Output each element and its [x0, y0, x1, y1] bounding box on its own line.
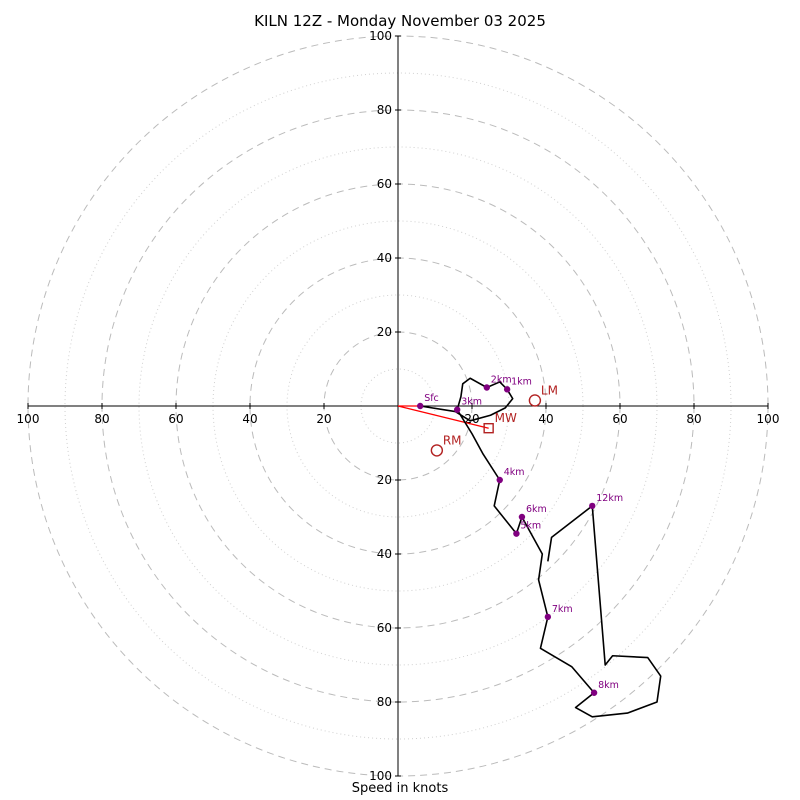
- altitude-label: 4km: [504, 467, 525, 478]
- axis-tick-label: 40: [377, 547, 392, 561]
- altitude-dot: [544, 613, 552, 621]
- altitude-dot: [513, 530, 520, 537]
- axis-tick-label: 40: [377, 251, 392, 265]
- altitude-label: Sfc: [424, 393, 439, 404]
- axis-tick-label: 20: [464, 412, 479, 426]
- x-axis-title: Speed in knots: [351, 781, 449, 796]
- altitude-dot: [503, 386, 511, 393]
- axis-tick-label: 60: [168, 412, 183, 426]
- storm-motion-line: [397, 405, 489, 429]
- altitude-dot: [518, 513, 526, 521]
- rm-marker: [430, 444, 444, 457]
- axis-tick-label: 20: [377, 325, 392, 339]
- axis-tick-label: 80: [686, 412, 701, 426]
- altitude-label: 3km: [461, 397, 482, 408]
- altitude-dot: [590, 689, 598, 696]
- axis-tick-label: 20: [377, 473, 392, 487]
- axis-tick-label: 100: [369, 769, 392, 783]
- axis-tick-label: 60: [377, 177, 392, 191]
- altitude-label: 2km: [491, 375, 512, 386]
- axis-tick-label: 100: [17, 412, 40, 426]
- altitude-label: 5km: [520, 521, 541, 532]
- axis-tick-label: 80: [377, 103, 392, 117]
- storm-marker-label: RM: [443, 433, 462, 447]
- altitude-dot: [483, 384, 490, 391]
- altitude-dot: [589, 502, 596, 510]
- storm-marker-label: LM: [541, 383, 558, 397]
- axis-tick-label: 100: [369, 29, 392, 43]
- altitude-label: 12km: [596, 493, 623, 504]
- lm-marker: [528, 394, 542, 407]
- axis-tick-label: 80: [377, 695, 392, 709]
- chart-title: KILN 12Z - Monday November 03 2025: [254, 12, 546, 30]
- axis-tick-label: 100: [757, 412, 780, 426]
- axes: 20 20 20 20 40 40 40 40 60 60 60 60 80 80 80 80 100 100 10…: [17, 29, 780, 783]
- mw-marker: [483, 423, 494, 434]
- axis-tick-label: 40: [538, 412, 553, 426]
- altitude-dot: [417, 402, 424, 410]
- altitude-label: 8km: [598, 680, 619, 691]
- axis-tick-label: 20: [316, 412, 331, 426]
- altitude-label: 7km: [552, 604, 573, 615]
- storm-motion-lines: [397, 405, 489, 429]
- axis-tick-label: 60: [612, 412, 627, 426]
- altitude-label: 1km: [511, 376, 532, 387]
- altitude-dot: [454, 406, 461, 413]
- axis-tick-label: 60: [377, 621, 392, 635]
- axis-tick-label: 40: [242, 412, 257, 426]
- storm-marker-label: MW: [495, 411, 517, 425]
- altitude-dot: [496, 476, 503, 484]
- axis-tick-label: 80: [94, 412, 109, 426]
- altitude-label: 6km: [526, 504, 547, 515]
